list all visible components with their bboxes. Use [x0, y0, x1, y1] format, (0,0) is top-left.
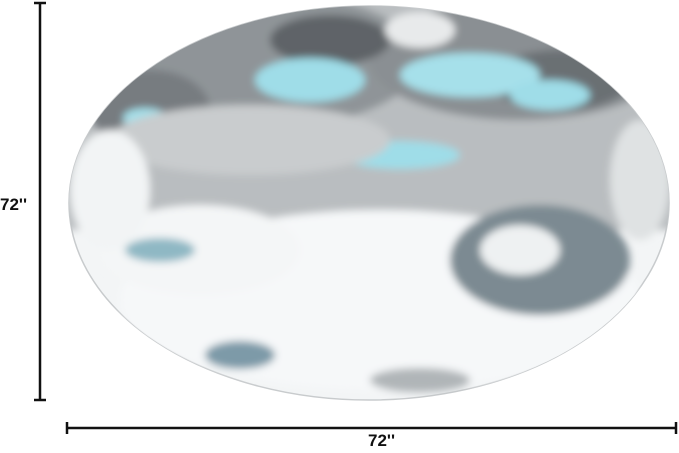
width-dimension-line — [65, 422, 678, 434]
width-label: 72'' — [368, 431, 395, 450]
round-rug — [68, 5, 670, 401]
height-label: 72'' — [0, 195, 27, 214]
height-dimension-line — [34, 1, 46, 402]
